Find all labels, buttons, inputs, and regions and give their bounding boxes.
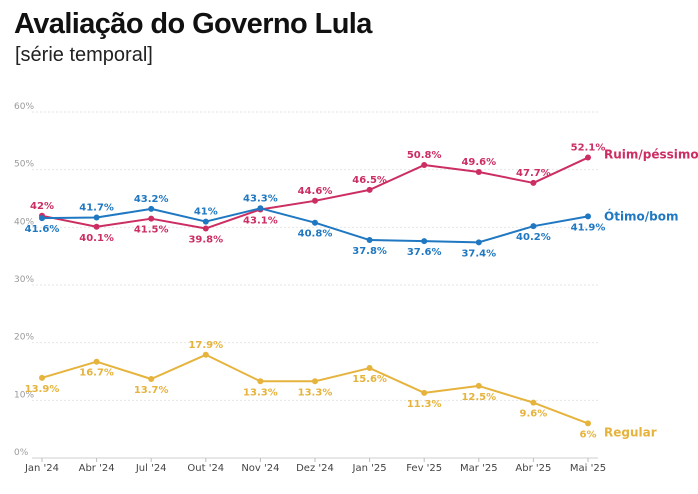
data-label: 52.1% bbox=[571, 143, 606, 154]
x-tick-label: Mar '25 bbox=[460, 463, 498, 474]
data-point bbox=[366, 365, 373, 372]
y-tick-label: 40% bbox=[14, 217, 34, 227]
series-label: Ótimo/bom bbox=[604, 208, 679, 223]
data-point bbox=[257, 205, 264, 212]
data-label: 37.6% bbox=[407, 247, 442, 258]
data-point bbox=[257, 378, 264, 385]
data-label: 44.6% bbox=[298, 186, 333, 197]
data-point bbox=[475, 168, 482, 175]
data-label: 41.7% bbox=[79, 203, 114, 214]
data-label: 43.2% bbox=[134, 194, 169, 205]
data-point bbox=[148, 375, 155, 382]
y-tick-label: 30% bbox=[14, 275, 34, 285]
data-label: 16.7% bbox=[79, 368, 114, 379]
data-point bbox=[148, 205, 155, 212]
data-label: 12.5% bbox=[461, 392, 496, 403]
data-point bbox=[530, 179, 537, 186]
y-tick-label: 0% bbox=[14, 448, 29, 458]
data-label: 47.7% bbox=[516, 168, 551, 179]
x-tick-label: Abr '24 bbox=[79, 463, 115, 474]
y-tick-label: 60% bbox=[14, 102, 34, 112]
series bbox=[39, 154, 591, 427]
data-point bbox=[202, 225, 209, 232]
x-tick-label: Jan '25 bbox=[352, 463, 387, 474]
data-label: 40.1% bbox=[79, 233, 114, 244]
data-label: 41.6% bbox=[25, 224, 60, 235]
data-label: 39.8% bbox=[188, 234, 223, 245]
data-point bbox=[312, 378, 318, 385]
data-label: 41% bbox=[194, 207, 218, 218]
x-tick-label: Out '24 bbox=[187, 463, 224, 474]
data-label: 17.9% bbox=[188, 340, 223, 351]
data-point bbox=[585, 420, 591, 427]
data-point bbox=[585, 154, 591, 161]
data-point bbox=[93, 358, 100, 365]
data-label: 43.1% bbox=[243, 215, 278, 226]
data-label: 43.3% bbox=[243, 193, 278, 204]
x-tick-label: Jul '24 bbox=[135, 463, 167, 474]
data-label: 13.3% bbox=[298, 387, 333, 398]
data-point bbox=[202, 218, 209, 225]
data-point bbox=[148, 215, 155, 222]
x-tick-label: Jan '24 bbox=[24, 463, 59, 474]
data-point bbox=[39, 215, 45, 222]
data-point bbox=[530, 223, 537, 230]
y-tick-label: 20% bbox=[14, 333, 34, 343]
axes: 0% 10% 20% 30% 40% 50% 60% Jan '24 Abr '24 Jul '2… bbox=[14, 102, 606, 474]
data-point bbox=[93, 223, 100, 230]
data-label: 13.9% bbox=[25, 384, 60, 395]
data-point bbox=[475, 382, 482, 389]
data-point bbox=[421, 389, 428, 396]
data-label: 50.8% bbox=[407, 150, 442, 161]
data-label: 37.4% bbox=[461, 248, 496, 259]
data-label: 42% bbox=[30, 201, 54, 212]
data-label: 40.2% bbox=[516, 232, 551, 243]
chart-subtitle: [série temporal] bbox=[15, 44, 153, 66]
x-tick-label: Fev '25 bbox=[406, 463, 442, 474]
x-tick-label: Mai '25 bbox=[570, 463, 606, 474]
data-label: 9.6% bbox=[520, 409, 548, 420]
series-label: Ruim/péssimo bbox=[604, 148, 698, 162]
data-point bbox=[585, 213, 591, 220]
data-point bbox=[530, 399, 537, 406]
data-point bbox=[366, 237, 373, 244]
x-tick-label: Nov '24 bbox=[241, 463, 279, 474]
data-label: 13.7% bbox=[134, 385, 169, 396]
series-label: Regular bbox=[604, 425, 657, 439]
data-label: 46.5% bbox=[352, 175, 387, 186]
data-label: 41.5% bbox=[134, 225, 169, 236]
data-label: 49.6% bbox=[461, 157, 496, 168]
data-label: 41.9% bbox=[571, 222, 606, 233]
data-point bbox=[421, 162, 428, 169]
data-point bbox=[312, 197, 318, 204]
y-tick-label: 50% bbox=[14, 160, 34, 170]
data-labels: 42% 40.1% 41.5% 39.8% 43.1% 44.6% 46.5% 50.8% 49… bbox=[25, 143, 698, 441]
data-label: 15.6% bbox=[352, 374, 387, 385]
chart-title: Avaliação do Governo Lula bbox=[14, 8, 372, 40]
data-point bbox=[475, 239, 482, 246]
data-point bbox=[39, 374, 45, 381]
data-point bbox=[202, 351, 209, 358]
data-label: 37.8% bbox=[352, 246, 387, 257]
x-tick-label: Abr '25 bbox=[515, 463, 551, 474]
data-label: 6% bbox=[580, 429, 597, 440]
data-point bbox=[366, 186, 373, 193]
x-tick-label: Dez '24 bbox=[296, 463, 334, 474]
data-label: 13.3% bbox=[243, 387, 278, 398]
data-point bbox=[421, 238, 428, 245]
grid bbox=[32, 111, 598, 459]
data-label: 11.3% bbox=[407, 399, 442, 410]
data-point bbox=[312, 219, 318, 226]
y-tick-label: 10% bbox=[14, 390, 34, 400]
data-label: 40.8% bbox=[298, 229, 333, 240]
data-point bbox=[93, 214, 100, 221]
